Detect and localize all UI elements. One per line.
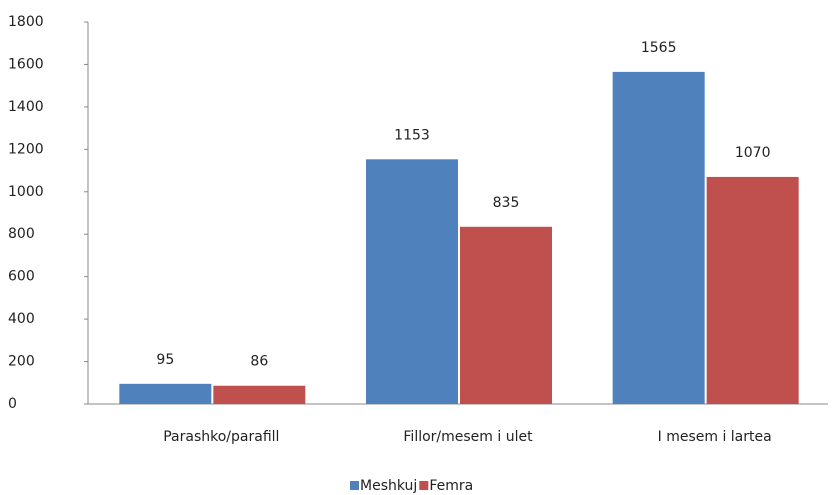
data-label: 835 <box>493 195 520 211</box>
bar <box>706 176 799 404</box>
bar <box>612 71 705 404</box>
data-label: 1565 <box>641 40 677 56</box>
x-tick-label: I mesem i lartea <box>658 429 772 445</box>
y-tick-label: 1800 <box>8 14 44 30</box>
y-tick-label: 200 <box>8 354 35 370</box>
x-tick-label: Fillor/mesem i ulet <box>403 429 533 445</box>
y-tick-label: 1600 <box>8 56 44 72</box>
y-tick-label: 400 <box>8 311 35 327</box>
data-label: 1153 <box>394 127 430 143</box>
legend-label: Meshkuj <box>360 478 417 494</box>
y-tick-label: 1400 <box>8 99 44 115</box>
x-tick-label: Parashko/parafill <box>163 429 279 445</box>
data-label: 95 <box>156 352 174 368</box>
data-label: 1070 <box>735 145 771 161</box>
bar <box>460 226 552 404</box>
legend-swatch <box>419 481 429 490</box>
y-tick-label: 1200 <box>8 141 44 157</box>
y-tick-label: 0 <box>8 396 17 412</box>
y-tick-label: 600 <box>8 269 35 285</box>
y-tick-label: 1000 <box>8 184 44 200</box>
legend-label: Femra <box>429 478 473 494</box>
y-tick-label: 800 <box>8 226 35 242</box>
bar <box>366 159 458 404</box>
data-label: 86 <box>250 354 268 370</box>
bar <box>119 383 212 404</box>
bar <box>213 385 306 404</box>
legend-swatch <box>350 481 359 490</box>
